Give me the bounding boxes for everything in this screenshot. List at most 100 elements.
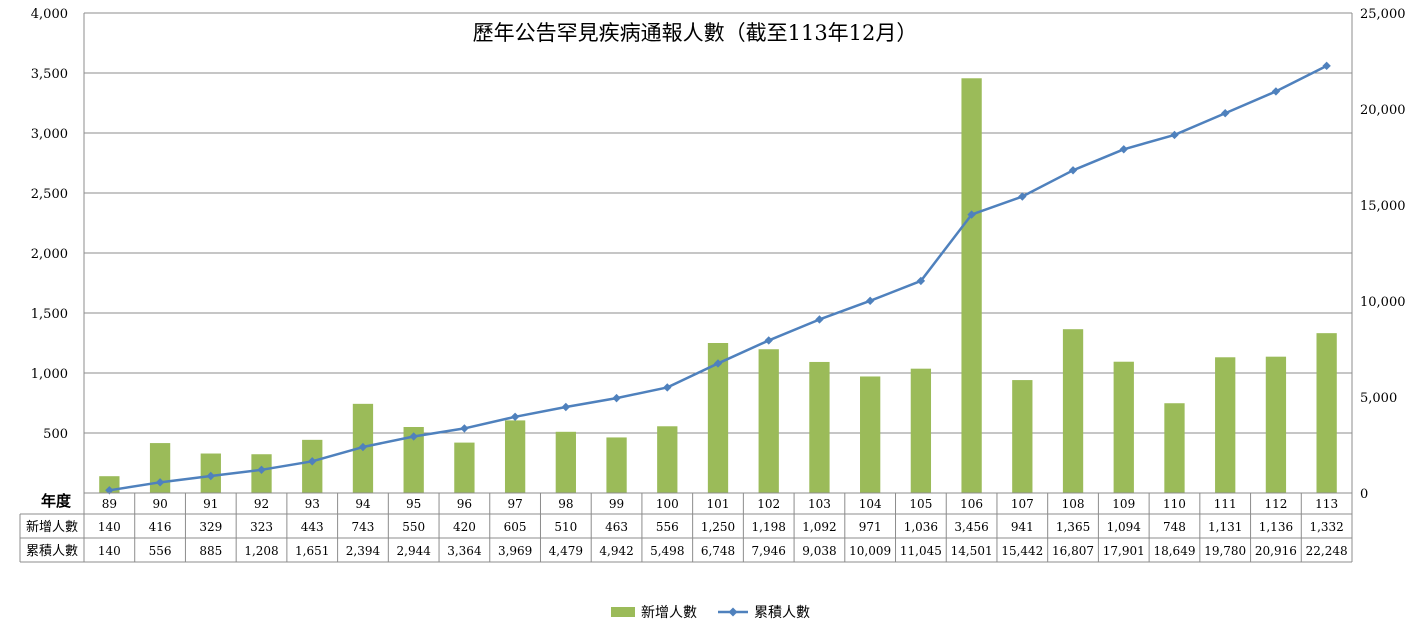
gridlines: [84, 12, 1352, 434]
line-point: [510, 412, 520, 421]
data-label: 556: [149, 544, 172, 558]
category-label: 99: [609, 497, 624, 511]
line-point: [460, 424, 469, 433]
category-label: 100: [656, 497, 679, 511]
legend-swatch: [611, 607, 635, 617]
line-point: [358, 442, 368, 452]
chart-title: 歷年公告罕見疾病通報人數（截至113年12月）: [473, 21, 918, 45]
bar: [758, 349, 779, 493]
data-label: 18,649: [1153, 544, 1195, 558]
y-right-tick-label: 10,000: [1360, 295, 1406, 310]
data-label: 1,136: [1259, 520, 1293, 534]
bar: [707, 343, 729, 493]
line-point: [1119, 145, 1128, 154]
data-label: 3,456: [954, 520, 988, 534]
data-label: 323: [250, 520, 273, 534]
data-label: 15,442: [1001, 544, 1043, 558]
data-label: 2,394: [346, 544, 381, 558]
data-label: 1,198: [752, 520, 786, 534]
bar: [504, 420, 526, 493]
data-label: 743: [352, 520, 375, 534]
legend-label: 新增人數: [641, 605, 697, 621]
data-label: 20,916: [1255, 544, 1297, 558]
line-point: [409, 432, 418, 441]
bar: [1164, 403, 1185, 493]
bar: [403, 427, 424, 493]
category-label: 91: [203, 497, 218, 511]
y-right-tick-label: 0: [1360, 487, 1368, 502]
line-point: [1271, 87, 1281, 96]
y-left-tick-label: 3,000: [31, 127, 68, 142]
legend-swatch: [728, 607, 738, 617]
data-label: 1,094: [1107, 520, 1142, 534]
data-label: 2,944: [397, 544, 432, 558]
line-series: [105, 61, 1331, 495]
data-label: 140: [98, 544, 121, 558]
y-left-tick-label: 1,000: [31, 367, 68, 382]
category-label: 89: [102, 497, 117, 511]
category-label: 107: [1011, 497, 1034, 511]
bar: [555, 431, 576, 493]
data-label: 17,901: [1103, 544, 1145, 558]
category-label: 102: [757, 497, 780, 511]
category-label: 111: [1214, 497, 1237, 511]
line-point: [1221, 109, 1230, 118]
data-label: 748: [1163, 520, 1186, 534]
bar: [606, 437, 627, 493]
data-label: 1,036: [904, 520, 938, 534]
category-label: 95: [406, 497, 421, 511]
data-label: 10,009: [849, 544, 891, 558]
y-right-tick-label: 20,000: [1360, 103, 1406, 118]
line-point: [1068, 166, 1078, 175]
bar: [1265, 356, 1287, 493]
bar: [1113, 361, 1134, 493]
data-label: 5,498: [650, 544, 684, 558]
category-label: 105: [909, 497, 932, 511]
data-label: 420: [453, 520, 476, 534]
bar: [809, 361, 830, 493]
category-label: 104: [859, 497, 882, 511]
bar: [454, 442, 475, 493]
category-label: 112: [1264, 497, 1287, 511]
line-point: [1322, 61, 1331, 71]
table-row-label: 新增人數: [26, 519, 78, 535]
y-right-tick-label: 25,000: [1360, 7, 1406, 22]
data-label: 605: [504, 520, 527, 534]
bar: [1012, 380, 1033, 493]
data-label: 463: [605, 520, 628, 534]
data-label: 7,946: [752, 544, 786, 558]
data-label: 22,248: [1306, 544, 1348, 558]
data-label: 510: [554, 520, 577, 534]
category-label: 90: [152, 497, 167, 511]
y-left-tick-label: 4,000: [31, 7, 68, 22]
line-point: [105, 486, 114, 495]
table-header-label: 年度: [41, 492, 72, 510]
bar: [1316, 333, 1337, 493]
category-label: 109: [1112, 497, 1135, 511]
legend-label: 累積人數: [754, 605, 810, 621]
bar: [302, 439, 323, 493]
category-label: 96: [457, 497, 472, 511]
y-left-tick-label: 1,500: [31, 307, 68, 322]
data-label: 1,208: [244, 544, 278, 558]
bar: [961, 78, 982, 493]
data-label: 885: [199, 544, 222, 558]
category-label: 106: [960, 497, 983, 511]
data-label: 9,038: [802, 544, 836, 558]
bar: [1215, 357, 1236, 493]
line-point: [257, 465, 266, 475]
table-row-label: 累積人數: [26, 544, 78, 559]
data-label: 416: [149, 520, 172, 534]
line-point: [916, 276, 926, 286]
y-left-tick-label: 2,000: [31, 247, 68, 262]
y-right-tick-label: 5,000: [1360, 391, 1397, 406]
line-point: [663, 383, 672, 392]
data-label: 941: [1011, 520, 1034, 534]
data-label: 4,479: [549, 544, 583, 558]
data-label: 1,651: [295, 544, 329, 558]
line-point: [865, 296, 875, 306]
line-point: [1018, 192, 1027, 201]
